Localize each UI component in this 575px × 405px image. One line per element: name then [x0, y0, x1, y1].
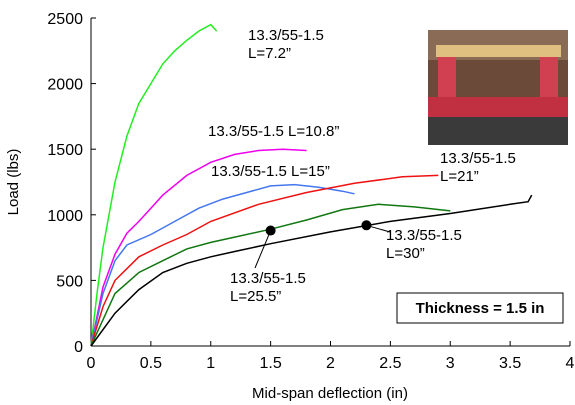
x-tick-label: 1.5 [260, 355, 282, 372]
photo-support [540, 57, 558, 97]
series-label: 13.3/55-1.5 [440, 150, 516, 167]
x-tick-label: 3.5 [499, 355, 521, 372]
photo-frame [428, 97, 568, 117]
x-tick-label: 2 [326, 355, 335, 372]
x-axis-title: Mid-span deflection (in) [252, 385, 408, 402]
x-tick-label: 3 [446, 355, 455, 372]
series-label: 13.3/55-1.5 L=10.8” [208, 123, 339, 140]
photo-base [428, 117, 568, 145]
annotation-box [396, 292, 564, 324]
series-line [90, 203, 451, 347]
series-line [90, 174, 439, 347]
photo-support [438, 57, 456, 97]
photo-specimen [436, 45, 561, 57]
x-tick-label: 4 [566, 355, 575, 372]
marker [361, 220, 372, 231]
y-tick-label: 2000 [47, 77, 83, 94]
series-label: 13.3/55-1.5 [386, 227, 462, 244]
series-label: 13.3/55-1.5 L=15” [211, 163, 330, 180]
annotation: Thickness = 1.5 in [416, 300, 545, 317]
y-tick-label: 2500 [47, 11, 83, 28]
x-tick-label: 1 [206, 355, 215, 372]
y-axis-title: Load (lbs) [5, 149, 22, 216]
series-label: L=30” [386, 245, 425, 262]
series-line [90, 183, 355, 347]
series-label: L=7.2” [248, 45, 291, 62]
series-line [90, 194, 533, 347]
x-tick-label: 0.5 [140, 355, 162, 372]
x-tick-label: 0 [87, 355, 96, 372]
photo-inset [428, 30, 568, 145]
y-tick-label: 1500 [47, 142, 83, 159]
y-tick-label: 0 [74, 339, 83, 356]
series-line [90, 23, 218, 347]
series-label: L=25.5” [230, 288, 281, 305]
series-label: L=21” [440, 168, 479, 185]
series-line [90, 148, 307, 347]
y-tick-label: 500 [56, 273, 83, 290]
marker [265, 225, 276, 236]
series-label: 13.3/55-1.5 [248, 27, 324, 44]
leader-line [254, 230, 272, 269]
x-tick-label: 2.5 [379, 355, 401, 372]
y-tick-label: 1000 [47, 208, 83, 225]
series-label: 13.3/55-1.5 [230, 270, 306, 287]
